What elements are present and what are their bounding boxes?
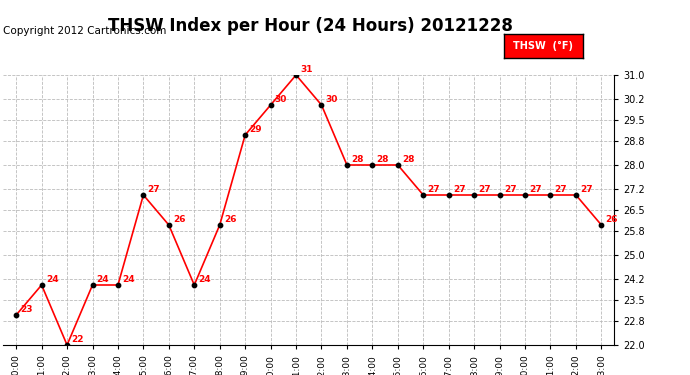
Point xyxy=(138,192,149,198)
Text: 27: 27 xyxy=(555,185,567,194)
Point xyxy=(367,162,378,168)
Text: 27: 27 xyxy=(529,185,542,194)
Point xyxy=(290,72,302,78)
Point xyxy=(520,192,531,198)
Text: 28: 28 xyxy=(351,155,364,164)
Text: 26: 26 xyxy=(173,215,186,224)
Point xyxy=(417,192,428,198)
Point xyxy=(239,132,250,138)
Text: 31: 31 xyxy=(300,65,313,74)
Point xyxy=(316,102,327,108)
Text: 23: 23 xyxy=(20,305,33,314)
Point xyxy=(494,192,505,198)
Text: Copyright 2012 Cartronics.com: Copyright 2012 Cartronics.com xyxy=(3,26,167,36)
Text: 27: 27 xyxy=(580,185,593,194)
Text: 27: 27 xyxy=(148,185,160,194)
Text: 30: 30 xyxy=(326,95,338,104)
Text: 27: 27 xyxy=(427,185,440,194)
Point xyxy=(443,192,454,198)
Text: 24: 24 xyxy=(122,275,135,284)
Text: 26: 26 xyxy=(224,215,237,224)
Text: 30: 30 xyxy=(275,95,287,104)
Text: 27: 27 xyxy=(453,185,466,194)
Point xyxy=(112,282,124,288)
Text: THSW Index per Hour (24 Hours) 20121228: THSW Index per Hour (24 Hours) 20121228 xyxy=(108,17,513,35)
Point xyxy=(265,102,276,108)
Point xyxy=(596,222,607,228)
Point xyxy=(342,162,353,168)
Point xyxy=(87,282,98,288)
Text: THSW  (°F): THSW (°F) xyxy=(513,41,573,51)
Text: 24: 24 xyxy=(199,275,211,284)
Point xyxy=(61,342,72,348)
Point xyxy=(36,282,47,288)
Text: 27: 27 xyxy=(504,185,516,194)
Text: 22: 22 xyxy=(71,335,83,344)
Text: 24: 24 xyxy=(97,275,109,284)
Text: 24: 24 xyxy=(46,275,59,284)
Text: 28: 28 xyxy=(377,155,389,164)
Text: 26: 26 xyxy=(606,215,618,224)
Point xyxy=(10,312,21,318)
Point xyxy=(545,192,556,198)
Point xyxy=(189,282,200,288)
Point xyxy=(571,192,582,198)
Point xyxy=(214,222,225,228)
Text: 28: 28 xyxy=(402,155,415,164)
Text: 27: 27 xyxy=(478,185,491,194)
Point xyxy=(164,222,175,228)
Text: 29: 29 xyxy=(249,125,262,134)
Point xyxy=(469,192,480,198)
Point xyxy=(393,162,404,168)
